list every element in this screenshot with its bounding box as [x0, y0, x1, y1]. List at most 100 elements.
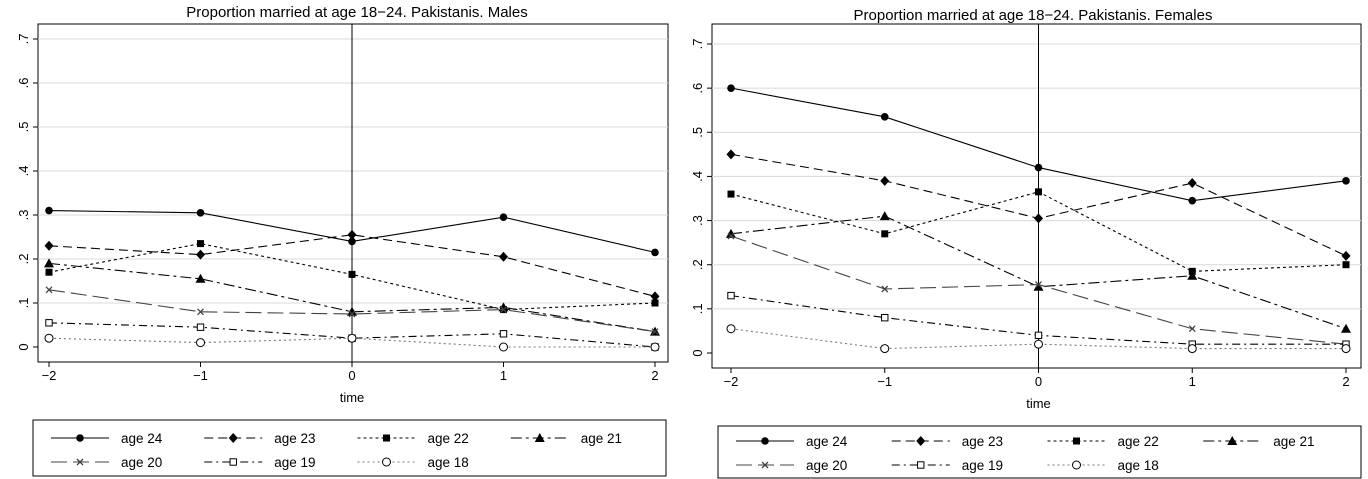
x-tick-label: −2	[724, 374, 739, 389]
chart-title: Proportion married at age 18−24. Pakista…	[186, 4, 527, 21]
legend-label: age 23	[962, 434, 1003, 449]
series-line	[48, 262, 656, 333]
data-point	[1342, 261, 1350, 269]
x-tick-label: 0	[1035, 374, 1042, 389]
series-age-23	[726, 149, 1351, 261]
data-point	[499, 251, 508, 262]
legend-marker	[228, 433, 238, 443]
data-point	[881, 285, 889, 293]
legend-label: age 18	[428, 455, 469, 470]
y-tick-label: .5	[16, 122, 31, 133]
x-axis-label: time	[1026, 396, 1051, 411]
series-line	[48, 322, 656, 348]
legend-marker	[761, 461, 769, 469]
legend: age 24 age 23 age 22 age 21 age 20 age 19 age …	[717, 425, 1362, 479]
data-point	[726, 324, 736, 334]
series-age-18	[726, 324, 1351, 354]
series-line	[48, 289, 656, 333]
y-tick-label: 0	[16, 343, 31, 350]
data-point	[727, 84, 735, 92]
data-point	[44, 333, 54, 343]
y-tick-label: .4	[16, 166, 31, 177]
x-tick-label: −2	[42, 368, 57, 383]
legend-label: age 21	[581, 431, 622, 446]
series-age-23	[44, 229, 660, 302]
series-line	[48, 337, 655, 348]
data-point	[1034, 339, 1043, 349]
legend-label: age 20	[121, 455, 162, 470]
legend-label: age 21	[1273, 434, 1314, 449]
data-point	[651, 248, 659, 257]
data-point	[197, 308, 204, 316]
data-point	[347, 333, 357, 343]
data-point	[1034, 213, 1043, 224]
x-tick-label: 1	[500, 368, 507, 383]
data-point	[726, 149, 736, 160]
data-point	[881, 230, 889, 238]
y-tick-label: .6	[16, 78, 31, 89]
plot-frame	[711, 23, 1362, 369]
x-tick-label: 2	[1342, 374, 1349, 389]
data-point	[1034, 163, 1043, 172]
data-point	[881, 313, 889, 322]
y-tick-label: .3	[690, 215, 705, 226]
data-point	[880, 175, 890, 186]
chart-panel-females: Proportion married at age 18−24. Pakista…	[690, 7, 1362, 479]
data-point	[348, 237, 356, 246]
data-point	[727, 190, 735, 198]
y-tick-label: .2	[690, 259, 705, 270]
data-point	[879, 211, 890, 221]
x-tick-label: 1	[1189, 374, 1196, 389]
data-point	[196, 323, 205, 331]
data-point	[44, 258, 54, 268]
legend-marker	[1073, 437, 1080, 445]
legend-marker	[917, 461, 925, 469]
data-point	[45, 286, 53, 294]
legend-label: age 20	[806, 458, 847, 473]
y-tick-label: .4	[690, 171, 705, 182]
chart-title: Proportion married at age 18−24. Pakista…	[854, 7, 1213, 24]
legend-marker	[229, 458, 237, 466]
legend-marker	[761, 437, 769, 445]
y-tick-label: .3	[16, 210, 31, 221]
legend-label: age 22	[428, 431, 469, 446]
data-point	[1187, 344, 1197, 354]
data-point	[196, 209, 205, 217]
data-point	[1342, 177, 1350, 185]
data-point	[880, 113, 889, 121]
data-point	[499, 330, 508, 338]
y-tick-label: .1	[16, 298, 31, 309]
data-point	[1035, 281, 1042, 289]
series-line	[48, 234, 656, 297]
legend-label: age 18	[1118, 458, 1159, 473]
data-point	[651, 328, 659, 336]
y-tick-label: 0	[690, 349, 705, 356]
x-tick-label: 2	[651, 368, 658, 383]
data-point	[45, 319, 53, 327]
data-point	[196, 249, 205, 260]
x-tick-label: −1	[193, 368, 208, 383]
data-point	[500, 306, 507, 314]
data-point	[348, 270, 356, 278]
y-tick-label: .5	[690, 127, 705, 138]
y-tick-label: .7	[16, 34, 31, 45]
data-point	[880, 344, 890, 354]
legend-box	[717, 425, 1362, 479]
data-point	[347, 306, 357, 316]
data-point	[1341, 344, 1351, 354]
legend-marker	[1072, 460, 1081, 470]
legend-marker	[76, 434, 84, 442]
plot-frame	[37, 23, 669, 363]
data-point	[1188, 196, 1197, 205]
data-point	[196, 338, 205, 348]
data-point	[1033, 281, 1044, 291]
data-point	[197, 240, 204, 248]
data-point	[195, 273, 206, 283]
data-point	[1341, 323, 1351, 333]
data-point	[1034, 331, 1043, 340]
legend-label: age 24	[121, 431, 163, 446]
legend-marker	[534, 433, 545, 442]
series-age-24	[45, 206, 659, 257]
legend-label: age 19	[274, 455, 315, 470]
data-point	[1188, 325, 1196, 333]
